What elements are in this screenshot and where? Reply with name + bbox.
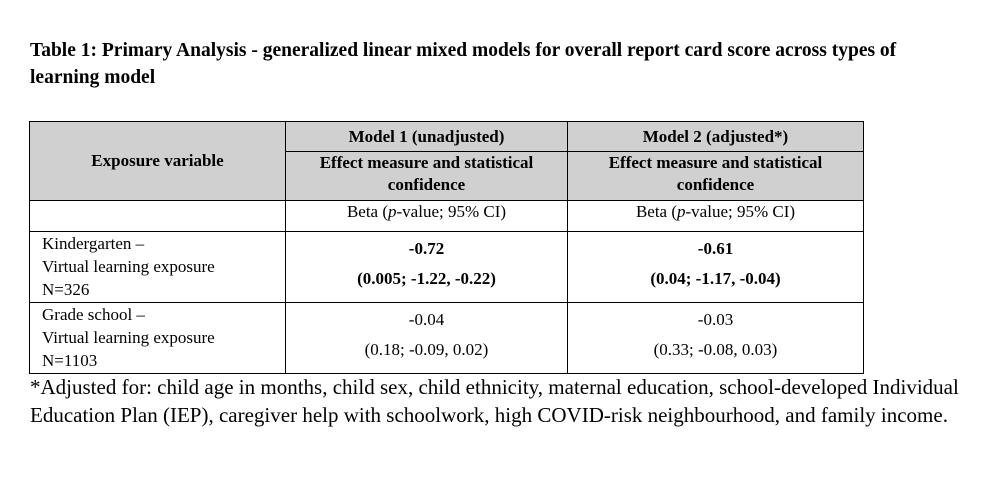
model-2-value-cell: -0.61 (0.04; -1.17, -0.04) bbox=[567, 231, 864, 303]
exposure-line-2: Virtual learning exposure bbox=[42, 257, 215, 276]
header-row-subheaders: Effect measure and statistical confidenc… bbox=[30, 151, 864, 201]
exposure-line-1: Grade school – bbox=[42, 305, 145, 324]
exposure-cell: Grade school – Virtual learning exposure… bbox=[29, 302, 286, 374]
model-1-estimate: -0.72 bbox=[408, 239, 445, 258]
exposure-variable-header: Exposure variable bbox=[29, 121, 286, 201]
model-2-estimate: -0.03 bbox=[697, 310, 734, 329]
model-2-header: Model 2 (adjusted*) bbox=[567, 121, 864, 152]
beta-prefix: Beta ( bbox=[635, 202, 678, 221]
model-1-ci: (0.005; -1.22, -0.22) bbox=[357, 269, 496, 288]
table-row-grade-school: Grade school – Virtual learning exposure… bbox=[29, 302, 864, 374]
model-1-header: Model 1 (unadjusted) bbox=[285, 121, 568, 152]
model-2-value-cell: -0.03 (0.33; -0.08, 0.03) bbox=[567, 302, 864, 374]
model-1-subheader: Effect measure and statistical confidenc… bbox=[285, 151, 568, 201]
exposure-cell: Kindergarten – Virtual learning exposure… bbox=[29, 231, 286, 303]
empty-cell bbox=[29, 200, 286, 232]
model-1-estimate: -0.04 bbox=[408, 310, 445, 329]
exposure-sample-size: N=1103 bbox=[42, 351, 98, 370]
table-footnote: *Adjusted for: child age in months, chil… bbox=[30, 375, 959, 427]
exposure-line-2: Virtual learning exposure bbox=[42, 328, 215, 347]
model-2-ci: (0.04; -1.17, -0.04) bbox=[650, 269, 781, 288]
model-2-ci: (0.33; -0.08, 0.03) bbox=[653, 340, 778, 359]
beta-suffix: -value; 95% CI) bbox=[396, 202, 507, 221]
table-title: Table 1: Primary Analysis - generalized … bbox=[30, 40, 897, 88]
results-table: Exposure variable Model 1 (unadjusted) M… bbox=[29, 121, 864, 374]
model-2-beta-label: Beta (p-value; 95% CI) bbox=[567, 200, 864, 232]
header-row-models: Exposure variable Model 1 (unadjusted) M… bbox=[29, 121, 864, 201]
model-1-value-cell: -0.04 (0.18; -0.09, 0.02) bbox=[285, 302, 568, 374]
beta-suffix: -value; 95% CI) bbox=[685, 202, 796, 221]
p-italic: p bbox=[677, 202, 686, 221]
p-italic: p bbox=[388, 202, 397, 221]
model-2-subheader: Effect measure and statistical confidenc… bbox=[567, 151, 864, 201]
beta-label-row: Beta (p-value; 95% CI) Beta (p-value; 95… bbox=[29, 200, 864, 232]
model-1-beta-label: Beta (p-value; 95% CI) bbox=[285, 200, 568, 232]
table-row-kindergarten: Kindergarten – Virtual learning exposure… bbox=[29, 231, 864, 303]
beta-prefix: Beta ( bbox=[346, 202, 389, 221]
model-2-estimate: -0.61 bbox=[697, 239, 734, 258]
exposure-line-1: Kindergarten – bbox=[42, 234, 145, 253]
model-1-ci: (0.18; -0.09, 0.02) bbox=[364, 340, 489, 359]
model-1-value-cell: -0.72 (0.005; -1.22, -0.22) bbox=[285, 231, 568, 303]
exposure-sample-size: N=326 bbox=[42, 280, 90, 299]
